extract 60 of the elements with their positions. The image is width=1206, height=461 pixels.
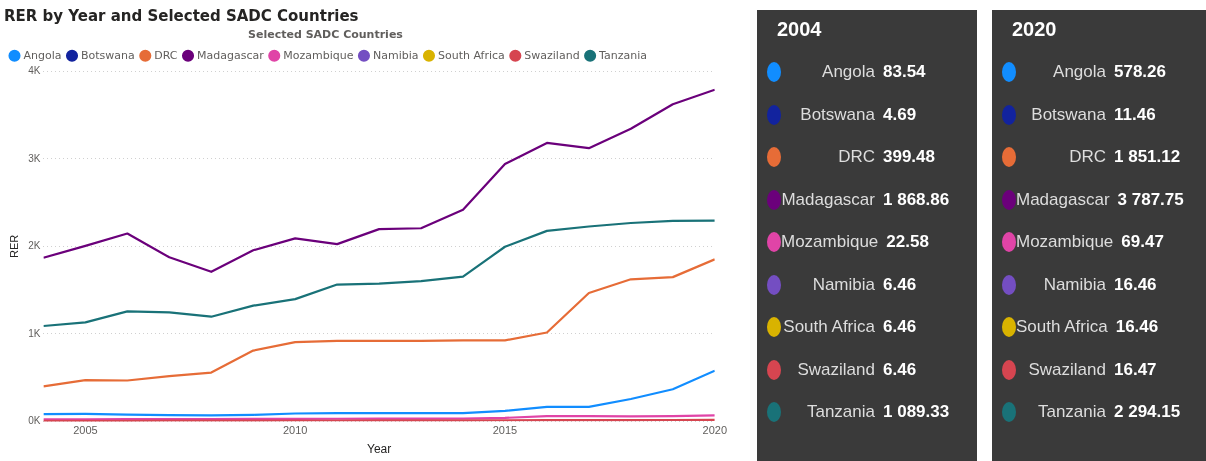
data-label: 1 089.33 [883,402,951,423]
category-label: Angola [821,62,876,83]
x-tick-label: 2015 [492,424,518,437]
category-label: Mozambique [1016,232,1115,253]
y-tick-label: 1K [28,327,41,339]
data-label: 6.46 [883,274,918,295]
data-label: 1 868.86 [883,189,951,210]
x-tick-label: 2020 [702,424,728,437]
text: 2004 [777,18,823,41]
category-label: Botswana [1030,104,1107,125]
x-tick-label: 2010 [282,424,308,437]
data-label: 4.69 [883,104,918,125]
data-label: 6.46 [883,359,918,380]
category-label: Namibia [1042,274,1107,295]
legend-label: Mozambique [283,48,354,62]
legend-label: South Africa [437,48,505,62]
text: 2020 [1012,18,1058,41]
legend-title: Selected SADC Countries [248,28,404,42]
x-tick-label: 2005 [73,424,98,437]
data-label: 2 294.15 [1114,402,1182,423]
category-label: Mozambique [781,232,880,253]
data-label: 22.58 [886,232,930,253]
y-tick-label: 2K [28,240,41,252]
category-label: Madagascar [781,189,876,210]
legend-label: Namibia [372,48,419,62]
data-label: 6.46 [883,317,918,338]
category-label: Botswana [799,104,876,125]
legend-label: Tanzania [598,48,648,62]
legend-label: Angola [23,48,62,62]
data-label: 69.47 [1121,232,1165,253]
data-label: 11.46 [1114,104,1157,125]
category-label: Tanzania [1036,402,1107,423]
data-label: 16.46 [1114,274,1158,295]
y-axis-title: RER [7,234,20,258]
category-label: Angola [1052,62,1107,83]
data-label: 83.54 [883,62,927,83]
data-label: 578.26 [1114,62,1167,83]
data-label: 16.47 [1114,359,1158,380]
data-label: 1 851.12 [1114,147,1182,168]
category-label: South Africa [782,317,876,338]
y-tick-label: 3K [28,152,41,164]
category-label: Namibia [811,274,876,295]
data-label: 3 787.75 [1117,189,1185,210]
data-label: 399.48 [883,147,936,168]
category-label: Madagascar [1016,189,1111,210]
legend-label: Swaziland [524,48,580,62]
legend-label: Botswana [81,48,135,62]
category-label: DRC [1068,147,1107,168]
category-label: Swaziland [1027,359,1107,380]
chart-title: RER by Year and Selected SADC Countries [4,6,359,25]
category-label: Swaziland [796,359,876,380]
y-tick-label: 0K [28,415,41,427]
category-label: DRC [837,147,876,168]
x-axis-title: Year [366,442,392,457]
category-label: Tanzania [805,402,876,423]
legend-label: Madagascar [197,48,265,62]
data-label: 16.46 [1115,317,1160,338]
category-label: South Africa [1016,317,1109,338]
legend-label: DRC [154,48,178,62]
y-tick-label: 4K [28,64,41,76]
